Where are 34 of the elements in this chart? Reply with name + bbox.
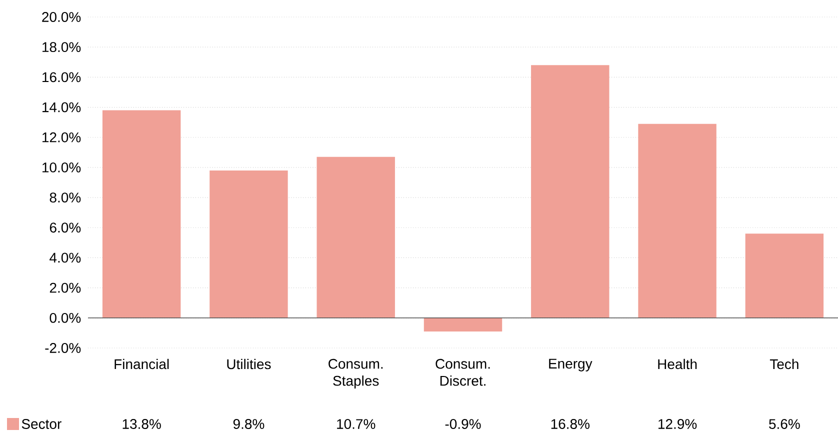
y-tick-label: 2.0%: [50, 282, 81, 293]
x-tick-label: Utilities: [227, 358, 271, 370]
y-tick-label: 8.0%: [50, 192, 81, 203]
x-tick-label: Consum. Staples: [328, 358, 383, 389]
y-tick-label: 4.0%: [50, 252, 81, 263]
bar: [102, 110, 181, 318]
x-tick-label: Health: [658, 358, 697, 370]
y-tick-label: 6.0%: [50, 222, 81, 233]
x-tick-label: Tech: [770, 358, 798, 370]
x-tick-label: Financial: [114, 358, 169, 370]
x-tick-label: Energy: [549, 358, 592, 372]
data-label: 10.7%: [337, 419, 376, 429]
y-tick-label: 10.0%: [42, 162, 81, 172]
bar: [316, 156, 395, 318]
bar: [424, 318, 502, 332]
y-tick-label: 18.0%: [42, 42, 81, 52]
data-label: 16.8%: [551, 419, 590, 429]
y-tick-label: -2.0%: [45, 343, 81, 353]
data-label: 13.8%: [122, 419, 161, 429]
x-tick-label: Consum. Discret.: [436, 358, 490, 386]
y-tick-label: 0.0%: [50, 312, 81, 323]
data-label: -0.9%: [445, 419, 481, 429]
data-label: 5.6%: [769, 419, 800, 429]
bar: [638, 124, 716, 318]
y-tick-label: 20.0%: [42, 12, 81, 22]
y-tick-label: 16.0%: [42, 72, 81, 82]
bar: [531, 65, 610, 318]
y-tick-label: 12.0%: [42, 132, 81, 142]
data-label: 9.8%: [233, 419, 264, 429]
bar: [745, 234, 824, 318]
y-tick-label: 14.0%: [42, 102, 81, 112]
legend-label: Sector: [22, 419, 62, 429]
bar: [210, 170, 288, 318]
data-label: 12.9%: [658, 419, 697, 429]
